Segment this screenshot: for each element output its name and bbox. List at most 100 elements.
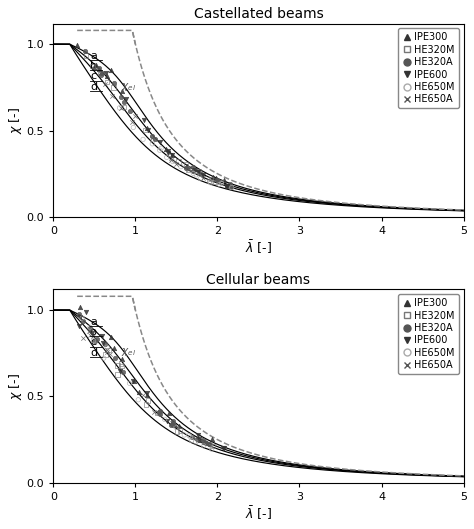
Point [214, 177, 221, 185]
Point [82, 51, 90, 60]
Point [155, 408, 163, 416]
Point [114, 361, 121, 370]
Point [188, 433, 196, 442]
Point [126, 107, 133, 116]
Point [206, 440, 214, 449]
Point [114, 370, 121, 379]
Point [165, 408, 173, 417]
Point [86, 331, 93, 340]
Point [177, 162, 185, 171]
Title: Cellular beams: Cellular beams [207, 273, 310, 287]
Point [176, 426, 183, 434]
Point [185, 431, 193, 440]
Point [185, 165, 192, 174]
Point [172, 421, 179, 430]
Point [139, 391, 146, 399]
Point [184, 161, 191, 170]
Point [109, 83, 117, 92]
Point [116, 104, 123, 112]
Point [106, 350, 114, 358]
Point [169, 157, 177, 166]
Point [144, 389, 151, 397]
Point [167, 154, 174, 162]
Point [103, 343, 111, 351]
Point [144, 126, 151, 134]
Point [164, 147, 172, 155]
Text: d: d [90, 348, 98, 358]
Point [163, 417, 171, 426]
Point [213, 176, 221, 185]
Point [156, 407, 164, 415]
Point [190, 169, 197, 178]
Point [212, 174, 220, 183]
Point [153, 409, 161, 417]
Point [132, 112, 139, 121]
X-axis label: $\bar{\lambda}$ [-]: $\bar{\lambda}$ [-] [245, 239, 272, 256]
Point [220, 176, 228, 185]
Point [101, 80, 109, 88]
Point [161, 415, 168, 424]
Point [77, 303, 84, 311]
Point [75, 310, 82, 318]
Point [144, 390, 151, 399]
Point [182, 163, 190, 172]
Point [91, 63, 98, 71]
Point [156, 409, 164, 418]
Point [81, 47, 89, 56]
Point [119, 103, 127, 111]
Point [102, 350, 109, 359]
Point [103, 348, 110, 356]
Point [155, 409, 163, 417]
Point [93, 335, 101, 343]
Point [118, 87, 126, 95]
Point [156, 138, 164, 147]
Point [86, 326, 93, 335]
Text: b: b [90, 327, 97, 337]
Point [216, 180, 223, 189]
Point [86, 324, 94, 332]
Point [95, 65, 103, 73]
Point [99, 69, 106, 78]
Point [189, 167, 196, 175]
Point [169, 418, 176, 427]
Point [164, 149, 171, 157]
Point [89, 332, 96, 341]
Point [96, 68, 104, 77]
Point [140, 116, 147, 124]
Point [209, 442, 216, 450]
Point [101, 340, 109, 348]
Point [223, 182, 230, 190]
Point [196, 436, 203, 444]
Point [169, 420, 177, 428]
Point [169, 417, 177, 425]
Point [212, 178, 219, 186]
Point [207, 175, 215, 183]
Point [123, 95, 130, 104]
Point [157, 144, 165, 152]
Legend: IPE300, HE320M, HE320A, IPE600, HE650M, HE650A: IPE300, HE320M, HE320A, IPE600, HE650M, … [398, 29, 459, 108]
Point [143, 123, 150, 132]
Point [79, 334, 87, 342]
Point [103, 78, 110, 86]
Point [163, 153, 171, 161]
Point [100, 354, 108, 362]
Point [88, 329, 95, 338]
Point [116, 367, 124, 375]
Point [181, 431, 188, 439]
Point [142, 126, 149, 134]
Point [199, 174, 206, 183]
Point [105, 346, 112, 354]
Point [189, 163, 196, 171]
Point [194, 431, 201, 439]
Point [197, 175, 204, 183]
Text: b: b [90, 61, 97, 71]
Point [200, 442, 208, 450]
Point [187, 163, 194, 172]
Point [98, 332, 106, 340]
Point [172, 159, 180, 168]
Point [192, 437, 200, 446]
Point [169, 421, 177, 429]
Point [136, 388, 143, 396]
Point [126, 379, 133, 387]
X-axis label: $\bar{\lambda}$ [-]: $\bar{\lambda}$ [-] [245, 505, 272, 522]
